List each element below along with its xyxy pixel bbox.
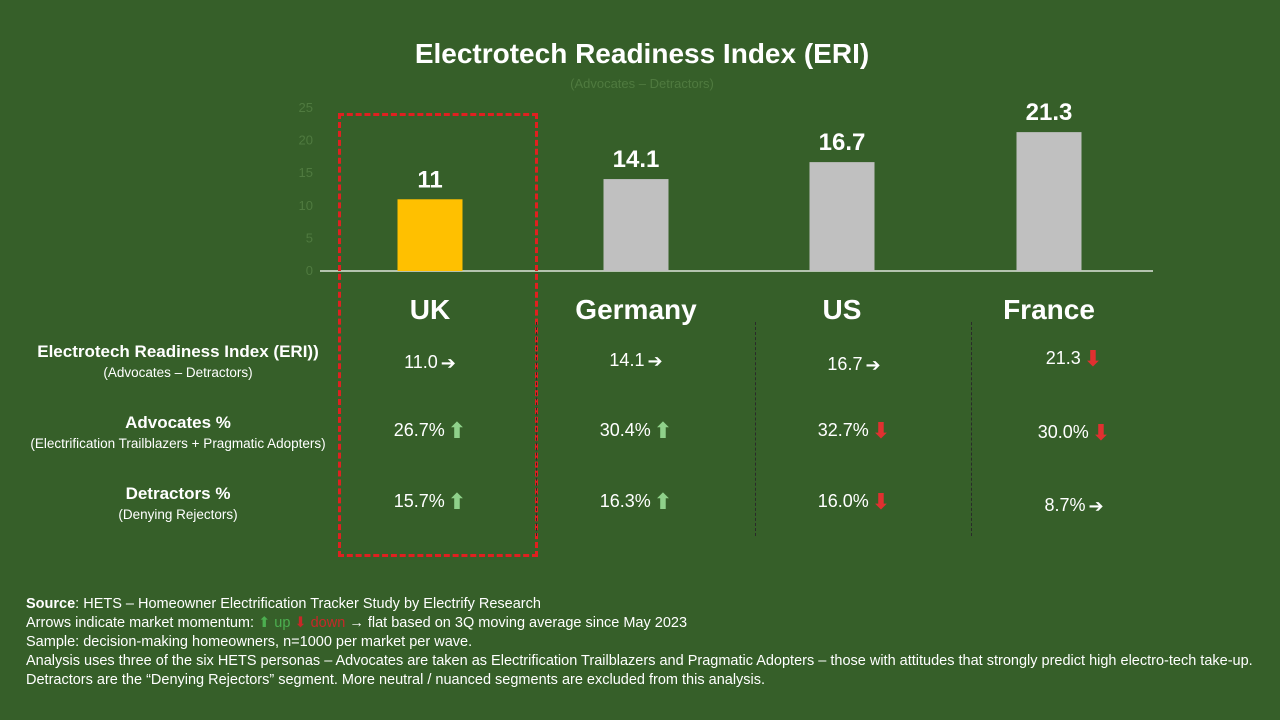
y-tick-label: 25 <box>299 100 313 115</box>
table-cell: 11.0 ➔ <box>360 352 500 374</box>
up-arrow-icon: ⬆ <box>447 489 467 514</box>
y-tick-label: 15 <box>299 165 313 180</box>
right-arrow-icon: ➔ <box>647 350 663 371</box>
sample-text: Sample: decision-making homeowners, n=10… <box>26 634 473 650</box>
cell-value: 16.0% <box>817 490 869 511</box>
cell-value: 16.3% <box>599 490 651 511</box>
legend-down-text: down <box>306 615 350 631</box>
table-cell: 30.4% ⬆ <box>566 418 706 444</box>
arrow-legend-prefix: Arrows indicate market momentum: <box>26 615 259 631</box>
right-arrow-icon: → <box>349 615 364 631</box>
source-label: Source <box>26 596 76 612</box>
chart-subtitle: (Advocates – Detractors) <box>570 76 714 91</box>
row-label-title: Advocates % <box>125 413 231 432</box>
legend-up-text: up <box>270 615 295 631</box>
down-arrow-icon: ⬇ <box>1083 346 1103 371</box>
y-tick-label: 20 <box>299 133 313 148</box>
bar-value-label: 11 <box>417 166 442 193</box>
bar-value-label: 16.7 <box>819 129 866 156</box>
row-label-detractors: Detractors % (Denying Rejectors) <box>18 484 338 522</box>
cell-value: 16.7 <box>827 354 863 374</box>
column-divider <box>536 322 537 536</box>
table-cell: 16.7 ➔ <box>784 354 924 376</box>
right-arrow-icon: ➔ <box>440 352 456 373</box>
up-arrow-icon: ⬆ <box>653 418 673 443</box>
table-cell: 16.0% ⬇ <box>784 489 924 515</box>
table-cell: 15.7% ⬆ <box>360 489 500 515</box>
row-label-subtitle: (Advocates – Detractors) <box>103 365 253 380</box>
y-tick-label: 10 <box>299 198 313 213</box>
bar-value-label: 21.3 <box>1026 99 1073 126</box>
bar-value-label: 14.1 <box>613 146 660 173</box>
country-label-france: France <box>1003 294 1095 325</box>
table-cell: 21.3 ⬇ <box>1004 346 1144 372</box>
country-label-us: US <box>822 294 862 325</box>
country-label-uk: UK <box>409 294 451 325</box>
row-label-eri: Electrotech Readiness Index (ERI)) (Advo… <box>18 342 338 380</box>
cell-value: 26.7% <box>393 419 445 440</box>
footnote: Source: HETS – Homeowner Electrification… <box>26 595 1256 690</box>
chart-title: Electrotech Readiness Index (ERI) <box>414 38 870 69</box>
source-text: : HETS – Homeowner Electrification Track… <box>75 596 541 612</box>
down-arrow-icon: ⬇ <box>294 615 307 631</box>
cell-value: 32.7% <box>817 419 869 440</box>
y-tick-label: 0 <box>306 263 313 278</box>
y-tick-label: 5 <box>306 230 313 245</box>
cell-value: 14.1 <box>609 350 645 370</box>
down-arrow-icon: ⬇ <box>1091 420 1111 445</box>
right-arrow-icon: ➔ <box>1088 495 1104 516</box>
row-label-subtitle: (Denying Rejectors) <box>118 507 238 522</box>
bar-germany <box>603 179 669 271</box>
right-arrow-icon: ➔ <box>865 354 881 375</box>
row-label-advocates: Advocates % (Electrification Trailblazer… <box>18 413 338 451</box>
table-cell: 16.3% ⬆ <box>566 489 706 515</box>
column-divider <box>971 322 972 536</box>
bar-france <box>1016 132 1082 271</box>
row-label-title: Electrotech Readiness Index (ERI)) <box>37 342 319 361</box>
cell-value: 30.4% <box>599 419 651 440</box>
table-cell: 8.7% ➔ <box>1004 495 1144 517</box>
row-label-title: Detractors % <box>125 484 231 503</box>
table-cell: 30.0% ⬇ <box>1004 420 1144 446</box>
up-arrow-icon: ⬆ <box>258 615 271 631</box>
cell-value: 11.0 <box>404 352 438 372</box>
country-label-germany: Germany <box>575 294 697 325</box>
table-cell: 32.7% ⬇ <box>784 418 924 444</box>
down-arrow-icon: ⬇ <box>871 489 891 514</box>
cell-value: 8.7% <box>1044 495 1086 515</box>
bar-uk <box>397 199 463 271</box>
bar-us <box>809 162 875 271</box>
down-arrow-icon: ⬇ <box>871 418 891 443</box>
cell-value: 30.0% <box>1037 421 1089 442</box>
up-arrow-icon: ⬆ <box>447 418 467 443</box>
cell-value: 21.3 <box>1045 347 1081 368</box>
table-cell: 26.7% ⬆ <box>360 418 500 444</box>
analysis-text: Analysis uses three of the six HETS pers… <box>26 653 1253 688</box>
up-arrow-icon: ⬆ <box>653 489 673 514</box>
legend-flat-text: flat based on 3Q moving average since Ma… <box>363 615 688 631</box>
cell-value: 15.7% <box>393 490 445 511</box>
table-cell: 14.1 ➔ <box>566 350 706 372</box>
row-label-subtitle: (Electrification Trailblazers + Pragmati… <box>30 436 326 451</box>
column-divider <box>755 322 756 536</box>
arrow-legend: Arrows indicate market momentum: ⬆ up ⬇ … <box>26 614 1256 633</box>
